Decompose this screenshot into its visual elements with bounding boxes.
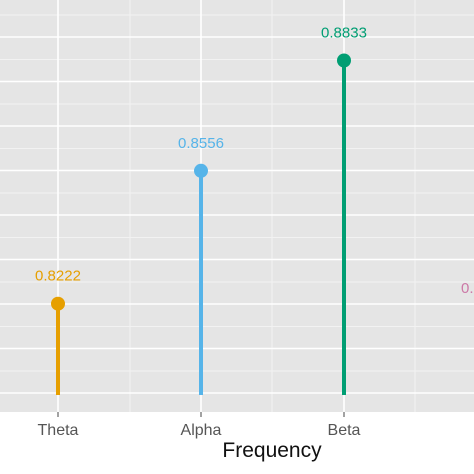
x-axis-ticks: ThetaAlphaBetaGa — [38, 412, 361, 439]
x-tick-label-theta: Theta — [38, 422, 79, 439]
x-tick-label-beta: Beta — [328, 422, 361, 439]
x-axis-title: Frequency — [222, 439, 322, 462]
lollipop-point-theta — [51, 296, 65, 311]
lollipop-point-alpha — [194, 163, 208, 178]
lollipop-point-beta — [337, 53, 351, 68]
data-label-alpha: 0.8556 — [178, 135, 224, 152]
x-tick-label-alpha: Alpha — [181, 422, 222, 439]
chart-marks: 0.8222 0.8556 0.8833 0. — [35, 25, 474, 395]
data-label-beta: 0.8833 — [321, 25, 367, 42]
data-label-gamma: 0. — [461, 280, 474, 297]
plot-panel — [0, 0, 474, 412]
data-label-theta: 0.8222 — [35, 268, 81, 285]
grid-minor — [0, 0, 474, 412]
